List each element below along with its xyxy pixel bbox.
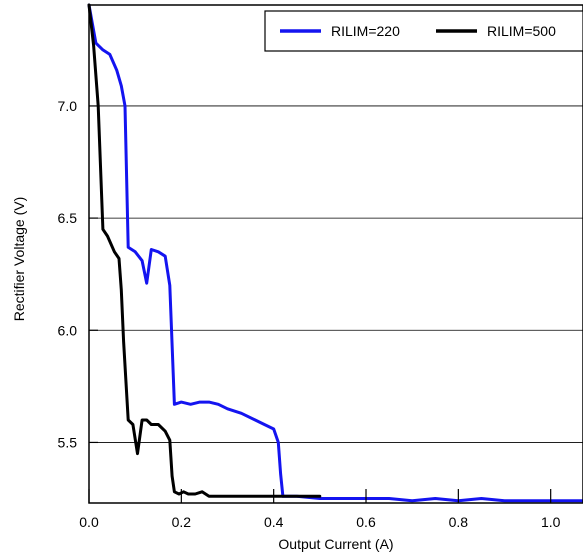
legend-label-rilim-220: RILIM=220	[331, 23, 400, 39]
y-tick-label: 6.5	[58, 210, 78, 226]
series-line-rilim-220	[87, 3, 583, 503]
y-tick-label: 6.0	[58, 322, 78, 338]
series-line-rilim-500	[87, 3, 322, 498]
legend-label-rilim-500: RILIM=500	[487, 23, 556, 39]
axis-ticks	[88, 105, 552, 503]
series-lines	[87, 3, 583, 503]
legend: RILIM=220 RILIM=500	[264, 10, 583, 52]
x-tick-label: 1.0	[541, 514, 561, 530]
y-tick-label: 5.5	[58, 434, 78, 450]
x-tick-label: 0.6	[356, 514, 376, 530]
tick-labels: 5.5 6.0 6.5 7.0 0.0 0.2 0.4 0.6 0.8 1.0	[58, 98, 561, 530]
x-tick-label: 0.0	[79, 514, 99, 530]
plot-frame	[88, 4, 583, 504]
x-tick-label: 0.2	[172, 514, 192, 530]
x-tick-label: 0.4	[264, 514, 284, 530]
y-tick-label: 7.0	[58, 98, 78, 114]
grid-lines	[89, 105, 583, 443]
x-axis-title: Output Current (A)	[278, 536, 393, 552]
y-axis-title: Rectifier Voltage (V)	[11, 197, 27, 322]
x-tick-label: 0.8	[449, 514, 469, 530]
